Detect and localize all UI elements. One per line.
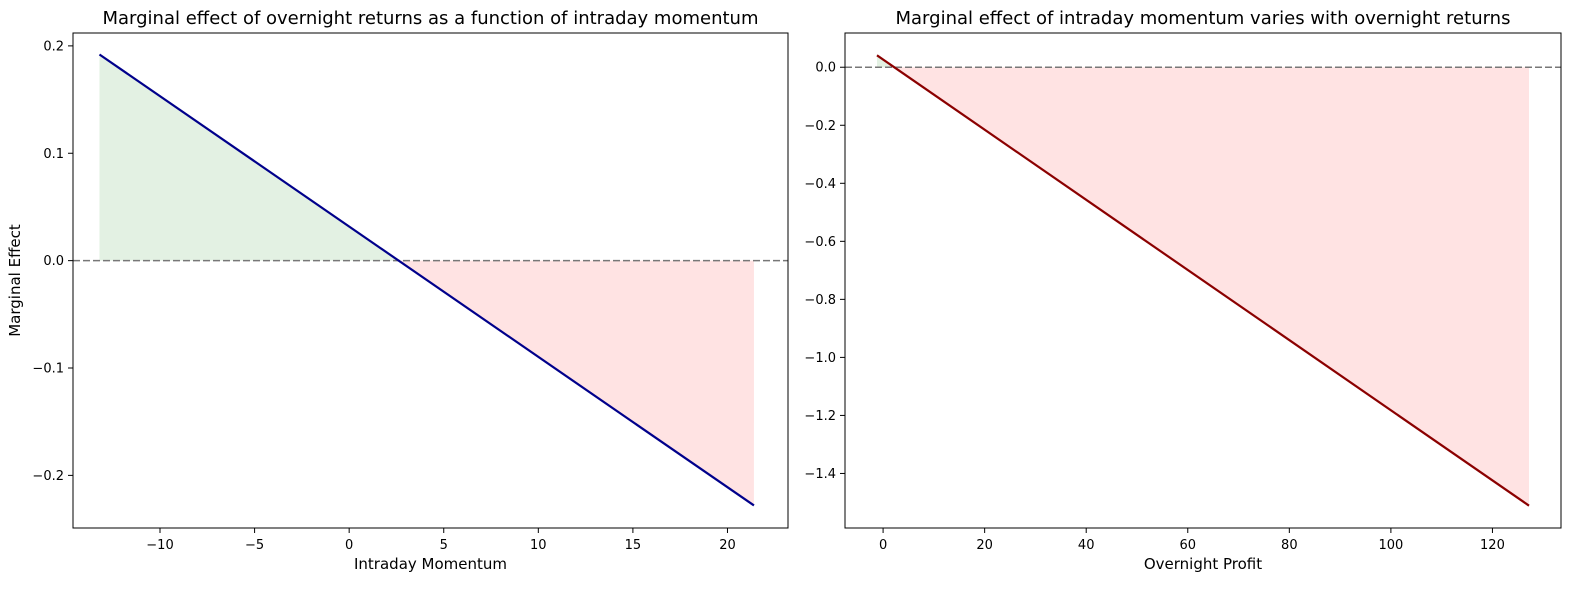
x-tick-label: 80: [1281, 538, 1298, 553]
plot-frame: [844, 32, 1562, 529]
x-tick-label: 0: [879, 538, 887, 553]
x-tick-label: 20: [719, 538, 736, 553]
x-tick-label: 100: [1378, 538, 1403, 553]
x-axis-label: Intraday Momentum: [354, 555, 507, 573]
x-tick-label: −5: [245, 538, 264, 553]
y-tick-label: −1.0: [804, 351, 836, 366]
marginal-effect-line: [98, 53, 755, 507]
y-tick-label: −0.4: [804, 177, 836, 192]
marginal-effect-line: [876, 54, 1530, 507]
x-tick-label: 60: [1179, 538, 1196, 553]
x-tick-label: 0: [345, 538, 353, 553]
y-tick-label: −0.2: [32, 469, 64, 484]
y-tick-label: −1.4: [804, 467, 836, 482]
y-tick-label: −0.8: [804, 293, 836, 308]
x-tick-label: 5: [440, 538, 448, 553]
x-tick-label: 15: [625, 538, 642, 553]
x-tick-label: 120: [1480, 538, 1505, 553]
chart-title: Marginal effect of overnight returns as …: [102, 8, 758, 29]
y-tick-label: 0.0: [43, 254, 64, 269]
y-axis-label: Marginal Effect: [6, 224, 24, 337]
y-tick-label: −0.1: [32, 362, 64, 377]
y-tick-label: 0.2: [43, 39, 64, 54]
chart-title: Marginal effect of intraday momentum var…: [896, 8, 1511, 29]
y-tick-label: −1.2: [804, 409, 836, 424]
x-axis-label: Overnight Profit: [1144, 555, 1262, 573]
chart-panel-1: −10 −5 0 5 10 15 20 −0.2 −0.1 0.0 0.1 0.2 Marginal e…: [6, 8, 789, 573]
y-tick-label: 0.0: [815, 61, 836, 76]
y-tick-label: −0.6: [804, 235, 836, 250]
x-tick-label: 40: [1078, 538, 1095, 553]
x-tick-label: −10: [146, 538, 173, 553]
x-tick-label: 10: [530, 538, 547, 553]
plot-frame: [72, 32, 789, 529]
y-tick-label: −0.2: [804, 119, 836, 134]
x-tick-label: 20: [976, 538, 993, 553]
chart-panel-2: 0 20 40 60 80 100 120 0.0 −0.2 −0.4 −0.6 −0.8 −1.0 −1…: [804, 8, 1562, 573]
y-tick-label: 0.1: [43, 147, 64, 162]
